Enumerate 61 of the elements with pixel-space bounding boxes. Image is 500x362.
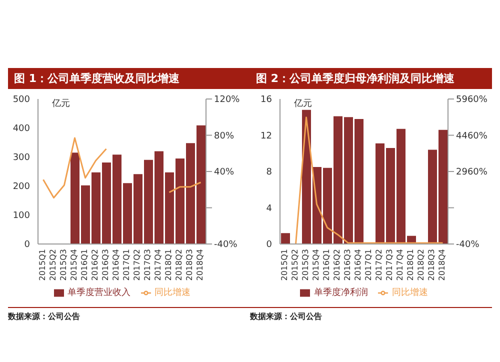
y-tick-label: 500 [12,95,30,106]
x-tick-label: 2018Q3 [426,249,436,281]
x-tick-label: 2018Q3 [184,249,194,281]
x-tick-label: 2017Q1 [364,249,373,281]
legend-label: 单季度营业收入 [68,288,130,298]
x-tick-label: 2017Q3 [384,249,394,281]
y-tick-label: 200 [12,182,30,192]
x-tick-label: 2017Q4 [153,249,162,281]
chart-title: 图 2：公司单季度归母净利润及同比增速 [250,68,492,89]
y-axis-title: 亿元 [52,98,70,110]
x-tick-label: 2017Q3 [142,249,152,281]
legend-label: 单季度净利润 [314,288,368,298]
x-tick-label: 2017Q2 [132,249,142,281]
y-tick-label: 0 [266,240,272,250]
y-tick-label: 8 [266,168,272,178]
x-tick-label: 2015Q3 [300,249,310,281]
x-tick-label: 2016Q1 [80,249,89,281]
x-tick-label: 2016Q2 [90,249,100,281]
y2-tick-label: 120% [214,95,240,106]
x-tick-label: 2016Q4 [111,249,120,281]
y2-tick-label: 40% [214,168,234,178]
y-tick-label: 0 [24,240,30,250]
x-tick-label: 2015Q2 [290,249,300,281]
chart-title: 图 1：公司单季度营收及同比增速 [8,68,250,89]
x-tick-label: 2015Q1 [38,249,47,281]
y2-tick-label: 2960% [456,168,488,178]
x-tick-label: 2017Q1 [122,249,131,281]
y2-tick-label: -40% [214,240,238,250]
x-tick-label: 2016Q1 [322,249,331,281]
x-tick-label: 2017Q2 [374,249,384,281]
y2-tick-label: -40% [456,240,480,250]
x-tick-label: 2015Q4 [311,249,320,281]
y-tick-label: 16 [260,95,272,106]
x-tick-label: 2016Q3 [100,249,110,281]
y-axis-title: 亿元 [294,98,312,110]
x-tick-label: 2016Q4 [353,249,362,281]
y2-tick-label: 80% [214,131,234,142]
x-tick-label: 2018Q2 [416,249,426,281]
x-tick-label: 2018Q4 [195,249,204,281]
y-tick-label: 4 [266,204,272,214]
x-tick-label: 2015Q2 [48,249,58,281]
y-tick-label: 12 [260,131,272,142]
y-tick-label: 300 [12,153,30,164]
y2-tick-label: 4460% [456,131,488,142]
source-note: 数据来源：公司公告 [250,311,323,322]
legend-label: 同比增速 [392,288,428,298]
legend-label: 同比增速 [154,288,190,298]
x-tick-label: 2015Q1 [280,249,289,281]
x-tick-label: 2018Q1 [164,249,173,281]
x-tick-label: 2015Q4 [69,249,78,281]
x-tick-label: 2015Q3 [58,249,68,281]
x-tick-label: 2018Q2 [174,249,184,281]
x-tick-label: 2018Q1 [406,249,415,281]
y-tick-label: 400 [12,124,30,134]
y2-tick-label: 5960% [456,95,488,106]
x-tick-label: 2016Q3 [342,249,352,281]
x-tick-label: 2016Q2 [332,249,342,281]
source-note: 数据来源：公司公告 [8,311,81,322]
x-tick-label: 2018Q4 [437,249,446,281]
x-tick-label: 2017Q4 [395,249,404,281]
y-tick-label: 100 [12,211,30,222]
